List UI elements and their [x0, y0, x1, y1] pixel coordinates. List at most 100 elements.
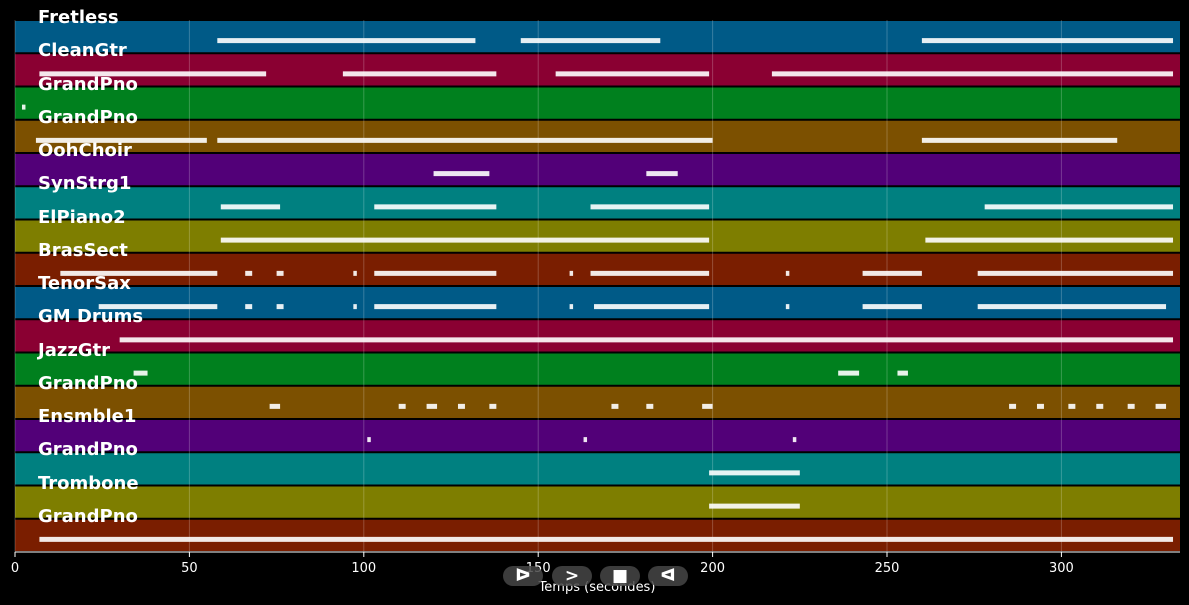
note-cluster [594, 304, 710, 310]
track-label: TenorSax [38, 273, 131, 294]
note-cluster [709, 470, 800, 476]
note-cluster [646, 403, 654, 409]
track-lane [15, 486, 1180, 518]
x-tick-label: 200 [700, 561, 726, 576]
note-cluster [374, 304, 497, 310]
note-cluster [342, 71, 497, 77]
note-cluster [353, 270, 357, 276]
track-label: GM Drums [38, 306, 144, 328]
note-cluster [583, 437, 588, 443]
note-cluster [133, 370, 148, 376]
note-cluster [921, 38, 1174, 44]
note-cluster [702, 403, 713, 409]
note-cluster [611, 403, 619, 409]
note-cluster [792, 437, 797, 443]
note-cluster [555, 71, 710, 77]
note-cluster [21, 104, 26, 110]
note-cluster [217, 38, 476, 44]
note-cluster [1036, 403, 1044, 409]
note-cluster [276, 304, 284, 310]
note-cluster [39, 71, 267, 77]
note-cluster [276, 270, 284, 276]
track-lane [15, 353, 1180, 385]
note-cluster [433, 171, 490, 177]
note-cluster [119, 337, 1174, 343]
note-cluster [1127, 403, 1135, 409]
track-lane [15, 87, 1180, 119]
note-cluster [771, 71, 1174, 77]
note-cluster [245, 270, 253, 276]
track-label: GrandPno [38, 372, 138, 394]
track-label: GrandPno [38, 505, 138, 527]
track-label: GrandPno [38, 106, 138, 128]
note-cluster [897, 370, 908, 376]
x-tick-label: 0 [10, 561, 20, 576]
track-lane [15, 54, 1180, 86]
note-cluster [925, 237, 1174, 243]
note-cluster [398, 403, 406, 409]
stop-button[interactable]: ■ [600, 566, 640, 586]
note-cluster [426, 403, 438, 409]
note-cluster [569, 304, 574, 310]
note-cluster [220, 237, 710, 243]
x-tick-label: 250 [874, 561, 900, 576]
track-label: Fretless [38, 7, 119, 28]
track-label: JazzGtr [38, 339, 111, 361]
note-cluster [217, 137, 713, 143]
note-cluster [353, 304, 357, 310]
note-cluster [590, 270, 710, 276]
track-label: Ensmble1 [38, 406, 137, 427]
note-cluster [646, 171, 678, 177]
track-label: BrasSect [38, 239, 128, 261]
note-cluster [785, 304, 790, 310]
note-cluster [220, 204, 281, 210]
note-cluster [862, 304, 922, 310]
note-cluster [60, 270, 218, 276]
note-cluster [98, 304, 218, 310]
x-tick-label: 100 [351, 561, 377, 576]
note-cluster [977, 270, 1174, 276]
note-cluster [1068, 403, 1076, 409]
note-cluster [977, 304, 1167, 310]
note-cluster [785, 270, 790, 276]
track-lane [15, 253, 1180, 285]
note-cluster [1155, 403, 1167, 409]
track-lane [15, 386, 1180, 418]
track-lane [15, 220, 1180, 252]
back-button[interactable]: ᐊ [648, 566, 688, 586]
note-cluster [709, 503, 800, 509]
note-cluster [1096, 403, 1104, 409]
track-label: GrandPno [38, 73, 138, 95]
track-lane [15, 420, 1180, 452]
note-cluster [374, 270, 497, 276]
note-cluster [1009, 403, 1017, 409]
note-cluster [245, 304, 253, 310]
note-cluster [838, 370, 860, 376]
track-label: OohChoir [38, 140, 132, 161]
play-button[interactable]: ᐅ [503, 566, 543, 586]
track-lane [15, 187, 1180, 219]
note-cluster [35, 137, 207, 143]
track-lane [15, 519, 1180, 551]
note-cluster [374, 204, 497, 210]
track-lane [15, 287, 1180, 319]
track-label: Trombone [38, 472, 139, 494]
note-cluster [367, 437, 371, 443]
note-cluster [520, 38, 661, 44]
track-label: GrandPno [38, 439, 138, 461]
track-label: SynStrg1 [38, 173, 132, 195]
note-cluster [921, 137, 1118, 143]
note-cluster [39, 536, 1174, 542]
track-lane [15, 453, 1180, 485]
note-cluster [569, 270, 574, 276]
note-cluster [862, 270, 922, 276]
track-lane [15, 120, 1180, 152]
track-label: CleanGtr [38, 40, 127, 62]
forward-button[interactable]: > [552, 566, 592, 586]
note-cluster [269, 403, 281, 409]
note-cluster [457, 403, 465, 409]
track-lane [15, 21, 1180, 53]
note-cluster [984, 204, 1174, 210]
x-tick-label: 50 [181, 561, 198, 576]
